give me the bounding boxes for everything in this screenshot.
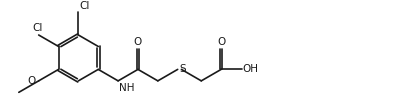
Text: O: O: [134, 37, 142, 47]
Text: O: O: [217, 37, 225, 47]
Text: O: O: [28, 76, 36, 86]
Text: Cl: Cl: [32, 23, 43, 33]
Text: S: S: [178, 64, 185, 74]
Text: NH: NH: [119, 83, 134, 93]
Text: OH: OH: [242, 64, 258, 74]
Text: Cl: Cl: [79, 1, 89, 11]
